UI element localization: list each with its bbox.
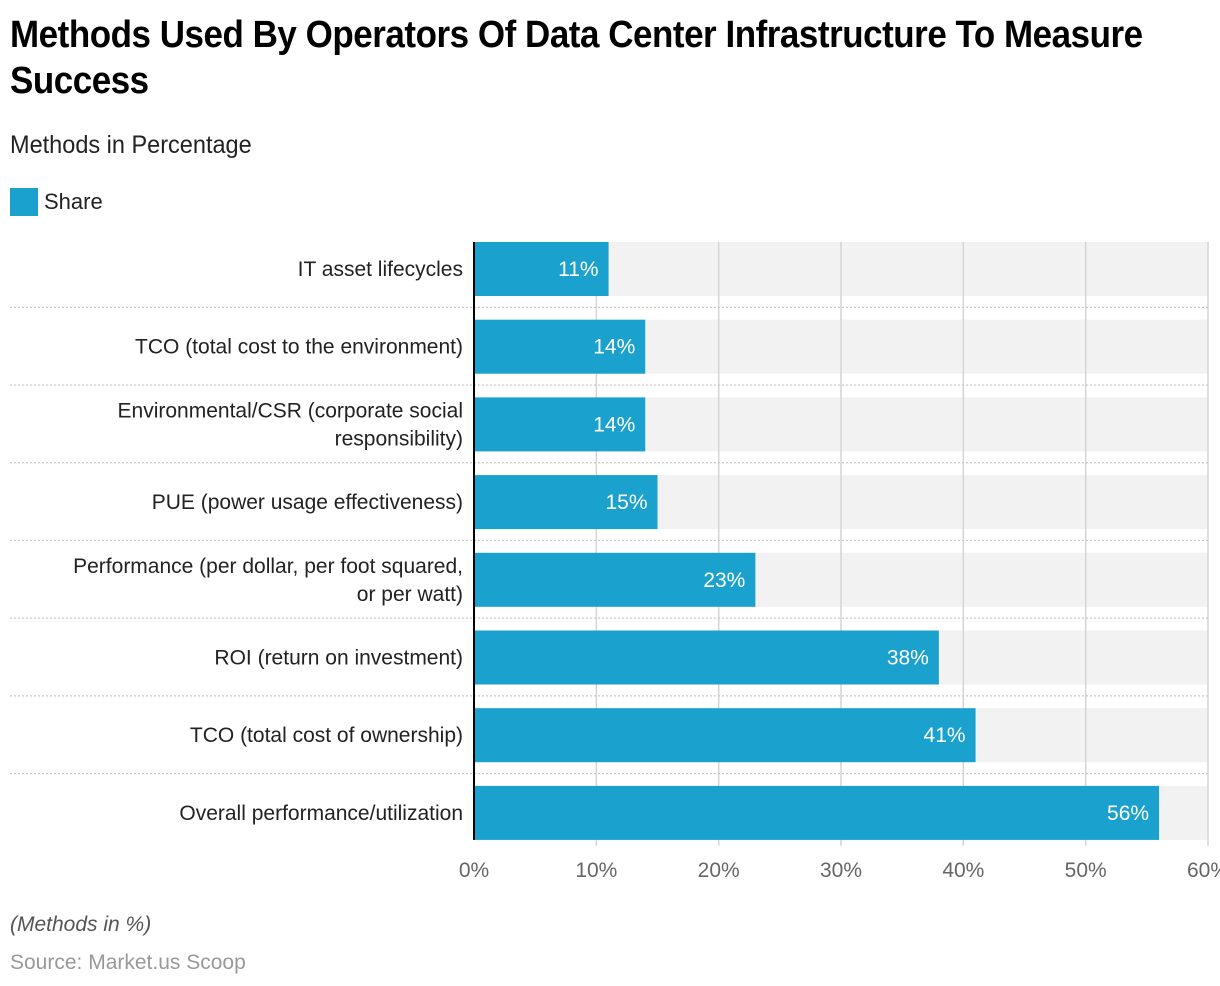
legend: Share — [10, 188, 103, 216]
bar-5 — [474, 630, 939, 685]
bar-1 — [474, 319, 646, 374]
value-label: 23% — [703, 569, 745, 592]
category-label-line: Environmental/CSR (corporate social — [118, 399, 463, 422]
x-tick-label: 20% — [698, 859, 740, 882]
category-label-line: Overall performance/utilization — [179, 802, 463, 825]
category-label-line: or per watt) — [357, 583, 463, 606]
chart-source: Source: Market.us Scoop — [10, 951, 246, 974]
value-label: 14% — [593, 413, 635, 436]
x-tick-label: 40% — [942, 859, 984, 882]
category-label: PUE (power usage effectiveness) — [152, 491, 463, 514]
bar-2 — [474, 397, 646, 452]
chart-note: (Methods in %) — [10, 913, 152, 936]
value-label: 11% — [558, 258, 598, 281]
value-label: 38% — [887, 647, 929, 670]
legend-label-share: Share — [44, 189, 103, 214]
value-label: 15% — [605, 491, 647, 514]
category-label: TCO (total cost to the environment) — [135, 336, 463, 359]
x-tick-label: 50% — [1065, 859, 1107, 882]
category-label: ROI (return on investment) — [214, 647, 463, 670]
category-label-line: ROI (return on investment) — [214, 647, 463, 670]
bar-4 — [474, 552, 756, 607]
x-tick-label: 30% — [820, 859, 862, 882]
value-label: 14% — [593, 336, 635, 359]
x-tick-label: 60% — [1187, 859, 1220, 882]
category-label-line: PUE (power usage effectiveness) — [152, 491, 463, 514]
category-label: Performance (per dollar, per foot square… — [73, 555, 463, 606]
bar-3 — [474, 475, 658, 530]
legend-swatch-share — [10, 188, 38, 216]
category-label-line: responsibility) — [335, 427, 463, 450]
category-label: IT asset lifecycles — [298, 258, 463, 281]
category-label-line: TCO (total cost to the environment) — [135, 336, 463, 359]
category-label: TCO (total cost of ownership) — [190, 724, 463, 747]
bar-0 — [474, 242, 609, 296]
bar-chart: 11% 14% 14% 15% 23% 38% 41% 56% IT asset lifecyc… — [10, 242, 1220, 882]
value-label: 56% — [1107, 802, 1149, 825]
value-label: 41% — [924, 724, 966, 747]
x-tick-label: 0% — [459, 859, 489, 882]
bar-7 — [474, 785, 1160, 840]
chart-title: Methods Used By Operators Of Data Center… — [10, 14, 1143, 102]
category-label-line: Performance (per dollar, per foot square… — [73, 555, 463, 578]
category-label: Overall performance/utilization — [179, 802, 463, 825]
chart-subtitle: Methods in Percentage — [10, 131, 252, 159]
category-label: Environmental/CSR (corporate social respo… — [118, 399, 463, 450]
category-label-line: TCO (total cost of ownership) — [190, 724, 463, 747]
x-tick-label: 10% — [575, 859, 617, 882]
bar-6 — [474, 708, 976, 763]
category-label-line: IT asset lifecycles — [298, 258, 463, 281]
